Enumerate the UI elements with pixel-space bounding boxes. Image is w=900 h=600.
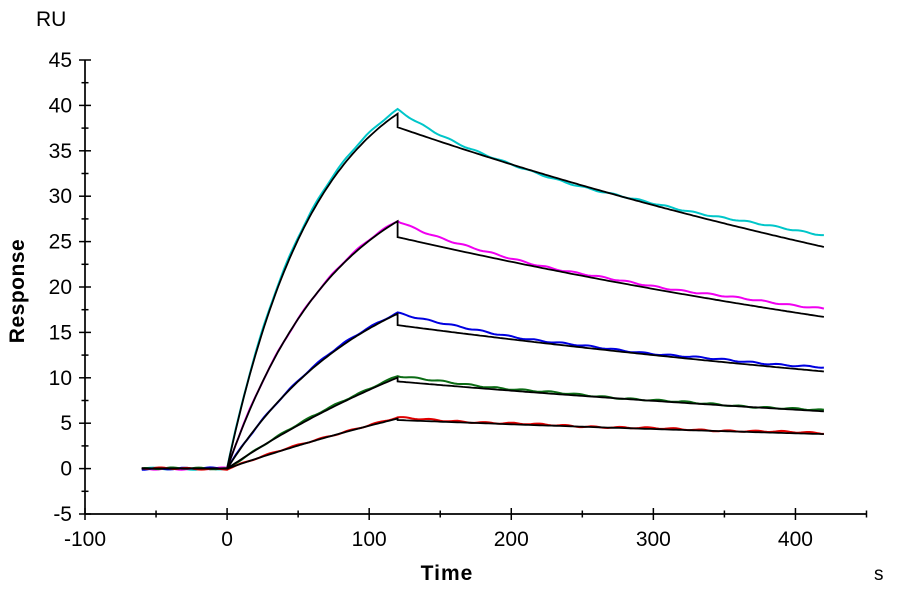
tick-labels: -100 0 100 200 300 400 -5 0 5 10 15 20 25 30 35 40 45 [49,49,813,551]
x-tick-label: -100 [64,528,106,551]
sensorgram-curve-cyan [141,107,824,471]
fit-curve-cyan [141,111,825,470]
fit-curve-magenta [141,219,825,470]
y-axis-unit-label: RU [36,8,67,31]
x-tick-label: 0 [221,528,233,551]
axes [84,60,867,515]
y-tick-label: 20 [49,276,72,299]
measured-sensorgram-curves [141,107,825,471]
sensorgram-curve-magenta [141,219,825,471]
fit-curve-red [141,417,824,470]
y-tick-label: 45 [49,49,72,72]
y-tick-label: 5 [60,412,72,435]
x-axis-title: Time [420,562,474,585]
kinetic-fit-curves [141,111,825,470]
y-tick-label: 30 [49,185,72,208]
fit-curve-green [141,376,824,470]
y-tick-label: 0 [60,458,72,481]
x-tick-label: 100 [352,528,387,551]
y-tick-label: -5 [53,503,72,526]
y-tick-label: 10 [49,367,72,390]
y-tick-label: 15 [49,321,72,344]
x-tick-label: 300 [636,528,671,551]
y-axis-title: Response [6,238,29,344]
y-tick-label: 35 [49,140,72,163]
x-axis-unit-label: s [874,564,884,585]
x-tick-label: 200 [494,528,529,551]
x-tick-label: 400 [778,528,813,551]
y-tick-label: 40 [49,94,72,117]
fit-curve-blue [141,312,824,470]
axis-ticks [79,59,868,520]
y-tick-label: 25 [49,231,72,254]
